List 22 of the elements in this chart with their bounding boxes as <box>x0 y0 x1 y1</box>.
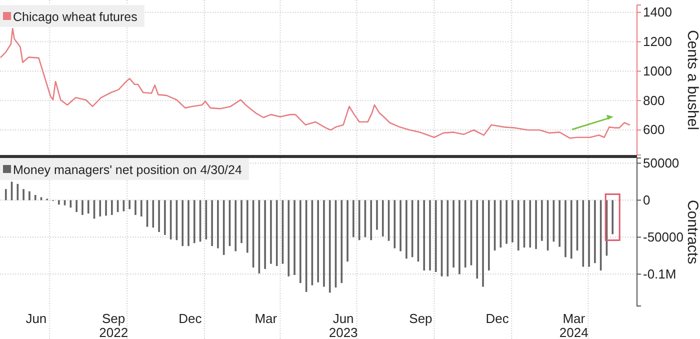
legend-label: Chicago wheat futures <box>13 10 138 24</box>
y-tick-label: 1200 <box>643 34 672 49</box>
y-tick-label: 50000 <box>643 155 680 170</box>
x-tick-label: Mar <box>254 311 278 326</box>
y-tick-label: 1000 <box>643 63 672 78</box>
y-tick-label: 800 <box>643 92 665 108</box>
x-tick-label: Jun <box>26 311 47 326</box>
x-tick-label: Dec <box>178 311 202 326</box>
y-tick-label: -0.1M <box>643 266 676 282</box>
line-series <box>0 28 630 139</box>
x-tick-label: Sep 2022 <box>99 311 128 339</box>
y-tick-label: 1400 <box>643 4 672 20</box>
x-tick-label: Mar 2024 <box>559 311 588 339</box>
y-axis-title: Cents a bushel <box>684 30 700 130</box>
x-tick-label: Sep <box>409 311 432 326</box>
y-axis-title: Contracts <box>684 200 700 264</box>
y-tick-label: -50000 <box>643 229 684 244</box>
x-tick-label: Dec <box>486 311 510 326</box>
y-tick-label: 0 <box>643 192 650 208</box>
legend-label: Money managers' net position on 4/30/24 <box>13 163 242 177</box>
x-tick-label: Jun 2023 <box>328 311 358 339</box>
y-tick-label: 600 <box>643 122 665 138</box>
